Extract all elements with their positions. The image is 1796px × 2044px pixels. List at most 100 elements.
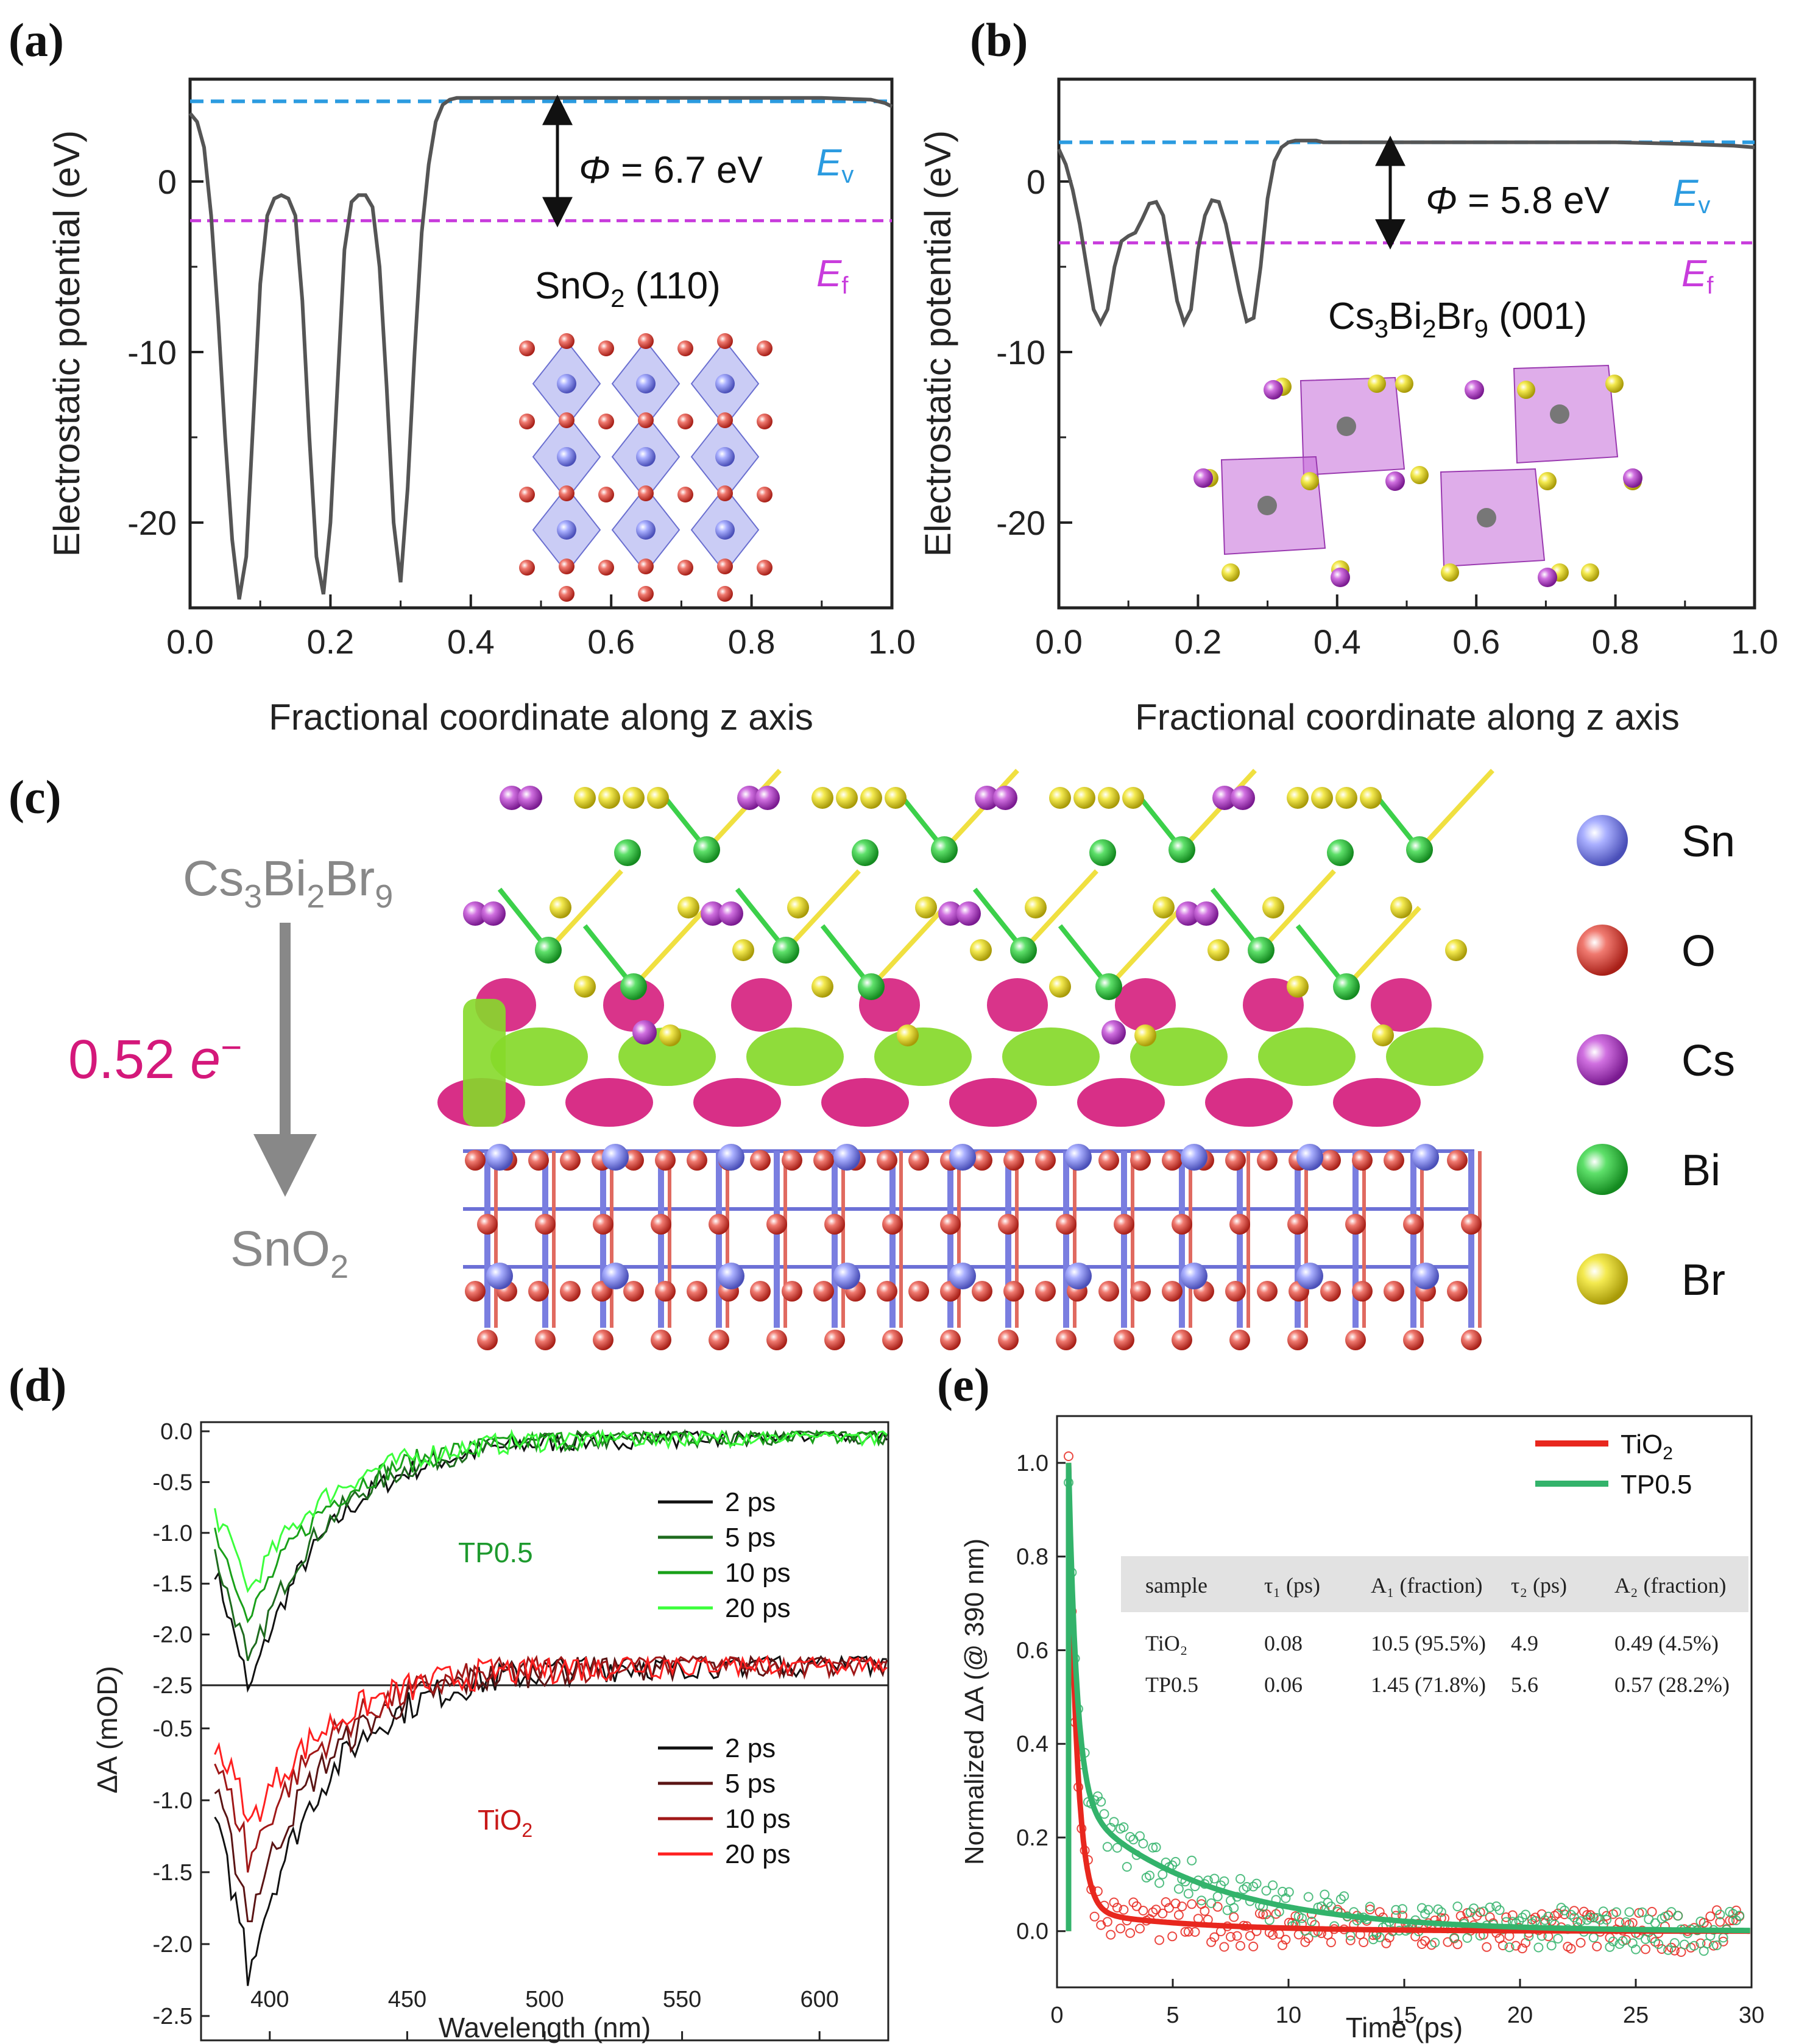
br-atom — [574, 976, 596, 998]
data-point-tio2 — [1119, 1905, 1129, 1915]
o-atom — [598, 414, 614, 429]
data-point-tp05 — [1452, 1901, 1463, 1912]
x-tick-label: 0.0 — [166, 622, 214, 661]
y-tick-label: -10 — [127, 333, 177, 372]
data-point-tp05 — [1264, 1915, 1275, 1925]
bi-br-bond — [942, 769, 1019, 851]
data-point-tio2 — [1715, 1917, 1725, 1927]
table-header-cell: A₂ (fraction) — [1614, 1573, 1726, 1598]
o-atom — [908, 1150, 929, 1171]
interface-structure — [437, 769, 1494, 1350]
bi-br-bond — [1180, 769, 1257, 851]
data-point-tp05 — [1641, 1934, 1650, 1944]
data-point-tp05 — [1734, 1911, 1745, 1921]
data-point-tio2 — [1200, 1906, 1210, 1916]
br-atom — [647, 787, 669, 809]
o-atom — [1345, 1330, 1366, 1350]
bi-atom — [1089, 839, 1116, 866]
br-atom — [836, 787, 858, 809]
data-point-tio2 — [1164, 1903, 1174, 1913]
x-tick-label: 1.0 — [868, 622, 916, 661]
o-atom — [782, 1150, 802, 1171]
data-point-tp05 — [1575, 1916, 1586, 1926]
o-atom — [1035, 1281, 1056, 1302]
cs-atom — [1465, 380, 1484, 400]
plot-b-frame — [1057, 77, 1756, 610]
data-point-tp05 — [1621, 1917, 1631, 1927]
sn-atom — [486, 1144, 513, 1171]
br-atom — [1221, 563, 1240, 582]
data-point-tio2 — [1209, 1932, 1220, 1942]
y-tick-label: -2.5 — [153, 2004, 193, 2029]
x-tick-label: 25 — [1623, 2003, 1649, 2028]
br-atom — [1517, 381, 1535, 399]
y-tick-label: 0.4 — [1016, 1732, 1048, 1757]
plot-d-top-label: TP0.5 — [458, 1537, 533, 1568]
br-atom — [897, 1024, 919, 1046]
o-atom — [465, 1281, 486, 1302]
sn-atom — [1065, 1144, 1092, 1171]
data-point-tp05 — [1469, 1903, 1479, 1914]
sn-atom — [1296, 1263, 1323, 1289]
data-point-tio2 — [1511, 1940, 1521, 1951]
legend-atom-sn — [1577, 815, 1628, 866]
o-atom — [757, 487, 772, 502]
br-atom — [860, 787, 882, 809]
sn-atom — [602, 1263, 629, 1289]
o-atom — [766, 1214, 787, 1235]
o-atom — [1225, 1150, 1246, 1171]
table-header-cell: τ₁ (ps) — [1264, 1573, 1320, 1598]
br-atom — [1098, 787, 1120, 809]
data-point-tp05 — [1644, 1914, 1654, 1925]
y-tick-label: 0 — [1027, 163, 1045, 201]
table-header-cell: A₁ (fraction) — [1371, 1573, 1482, 1598]
plot-b-ef-label: Ef — [1681, 253, 1714, 299]
legend-label: TP0.5 — [1621, 1470, 1692, 1500]
data-point-tp05 — [1449, 1933, 1460, 1943]
bi-atom — [931, 836, 958, 863]
o-atom — [593, 1330, 613, 1350]
o-atom — [717, 485, 733, 501]
o-atom — [1403, 1214, 1424, 1235]
charge-depletion-isosurface — [731, 978, 792, 1032]
plot-a-ticks: 0.0 0.2 0.4 0.6 0.8 1.0 0 -10 -20 — [127, 163, 916, 661]
cs-atom — [1176, 901, 1200, 926]
x-tick-label: 450 — [388, 1987, 426, 2012]
data-point-tp05 — [1494, 1905, 1505, 1915]
o-atom — [717, 559, 733, 574]
y-tick-label: 0.2 — [1016, 1825, 1048, 1851]
o-atom — [559, 559, 575, 574]
data-point-tio2 — [1345, 1935, 1356, 1945]
legend-label-sn: Sn — [1681, 817, 1735, 866]
o-atom — [1352, 1281, 1373, 1302]
sn-atom — [715, 447, 735, 467]
data-point-tp05 — [1197, 1895, 1207, 1906]
br-atom — [1122, 787, 1144, 809]
charge-transfer-arrowhead — [253, 1134, 317, 1197]
o-atom — [535, 1330, 556, 1350]
data-point-tio2 — [1641, 1944, 1650, 1954]
o-atom — [477, 1330, 498, 1350]
charge-depletion-isosurface — [1077, 1078, 1165, 1127]
data-point-tio2 — [1359, 1937, 1369, 1947]
cs-atom — [1212, 786, 1237, 810]
data-point-tio2 — [1161, 1897, 1171, 1907]
panel-d: 400 450 500 550 600 0.0 -0.5 -1.0 -1.5 -2.0 -2.5 -0… — [91, 1419, 889, 2043]
plot-b-ylabel: Electrostatic potential (eV) — [917, 130, 958, 557]
data-point-tp05 — [1236, 1873, 1245, 1884]
o-atom — [1114, 1214, 1134, 1235]
o-atom — [1403, 1330, 1424, 1350]
bi-atom — [1010, 937, 1037, 964]
data-point-tio2 — [1106, 1929, 1116, 1940]
data-point-tio2 — [1731, 1905, 1741, 1915]
data-point-tio2 — [1588, 1912, 1599, 1923]
x-tick-label: 0.4 — [447, 622, 495, 661]
sn-atom — [557, 374, 576, 393]
data-point-tp05 — [1556, 1903, 1566, 1913]
o-atom — [1384, 1150, 1404, 1171]
plot-d-ticks: 400 450 500 550 600 0.0 -0.5 -1.0 -1.5 -2.0 -2.5 -0… — [153, 1419, 839, 2040]
o-atom — [519, 414, 535, 429]
sn-atom — [557, 520, 576, 540]
data-point-tp05 — [1222, 1905, 1232, 1915]
